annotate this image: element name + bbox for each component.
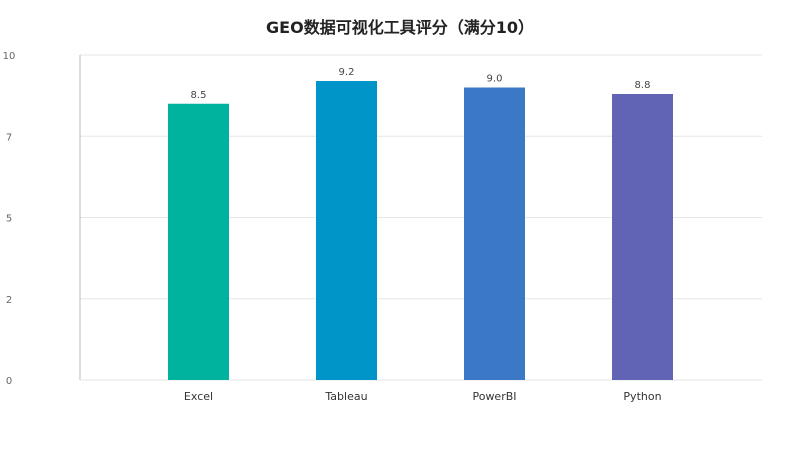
x-tick-label: Tableau — [324, 390, 367, 403]
labels: 0 2 5 7 10 8.5 Excel 9.2 Tableau 9.0 PowerBI 8.8 Pyt… — [3, 51, 662, 403]
bar-powerbi — [464, 87, 525, 380]
y-tick-label: 2 — [6, 295, 12, 306]
chart-title: GEO数据可视化工具评分（满分10） — [266, 18, 534, 37]
data-label: 9.0 — [487, 74, 503, 85]
x-tick-label: PowerBI — [472, 390, 516, 403]
data-label: 8.8 — [635, 80, 651, 91]
y-tick-label: 7 — [6, 132, 12, 143]
x-tick-label: Excel — [184, 390, 213, 403]
bar-tableau — [316, 81, 377, 380]
bars — [168, 81, 673, 380]
bar-python — [612, 94, 673, 380]
data-label: 9.2 — [339, 67, 355, 78]
data-label: 8.5 — [191, 90, 207, 101]
bar-excel — [168, 103, 229, 380]
x-tick-label: Python — [623, 390, 661, 403]
y-tick-label: 0 — [6, 376, 12, 387]
y-tick-label: 10 — [3, 51, 16, 62]
y-tick-label: 5 — [6, 214, 12, 225]
